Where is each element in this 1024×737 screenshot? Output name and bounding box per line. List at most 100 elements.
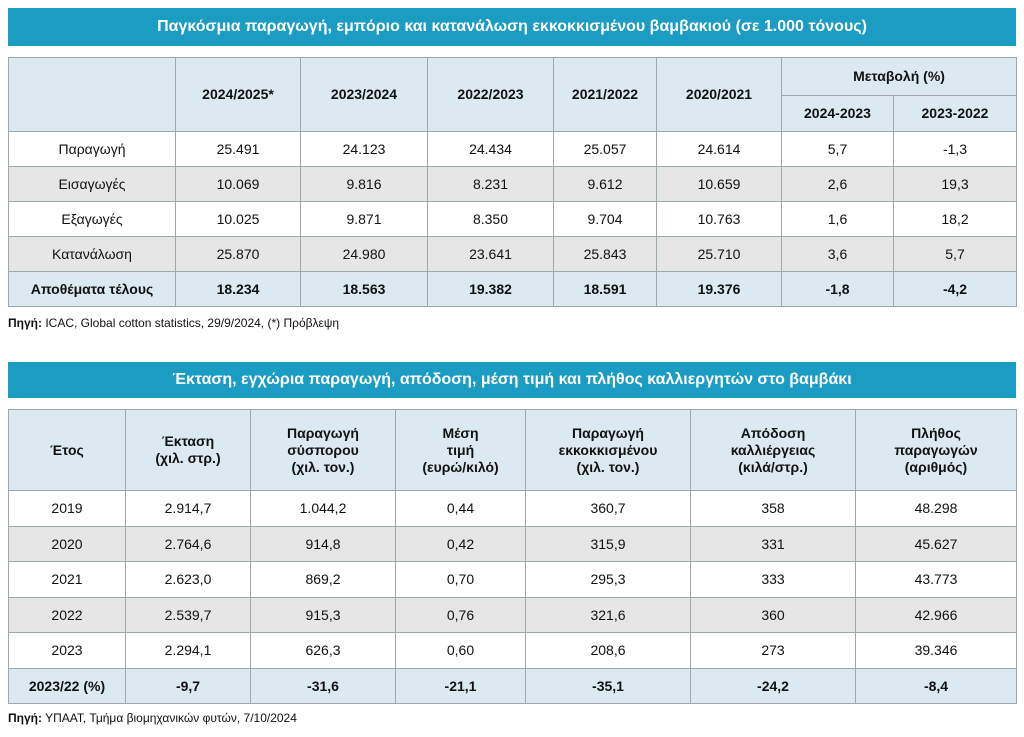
table-cell: -21,1: [395, 667, 526, 704]
table-row: Αποθέματα τέλους 18.234 18.563 19.382 18.591…: [8, 271, 1017, 307]
table-cell: 360,7: [525, 490, 691, 527]
table-cell: 2021: [8, 561, 126, 598]
table-cell: 18,2: [893, 201, 1017, 237]
table-cell: 626,3: [250, 632, 396, 669]
table-cell: 42.966: [855, 596, 1017, 633]
table-cell: 9.816: [300, 166, 428, 202]
table-row: 2020 2.764,6 914,8 0,42 315,9 331 45.627: [8, 525, 1017, 562]
table-cell: 333: [690, 561, 856, 598]
table-cell: 18.591: [553, 271, 657, 307]
header-row: 2024/2025* 2023/2024 2022/2023 2021/2022 202…: [8, 57, 1017, 132]
table-cell: -35,1: [525, 667, 691, 704]
table-cell: 360: [690, 596, 856, 633]
table: 2024/2025* 2023/2024 2022/2023 2021/2022 202…: [8, 57, 1017, 307]
table-cell: 10.763: [656, 201, 782, 237]
table-cell: 45.627: [855, 525, 1017, 562]
table-cell: 0,42: [395, 525, 526, 562]
table-cell: 2023/22 (%): [8, 667, 126, 704]
table-cell: -4,2: [893, 271, 1017, 307]
source-label: Πηγή:: [8, 316, 42, 330]
header-cell: 2022/2023: [427, 57, 554, 132]
table-cell: 2.539,7: [125, 596, 251, 633]
table-cell: 39.346: [855, 632, 1017, 669]
table-cell: 315,9: [525, 525, 691, 562]
table-cell: 1.044,2: [250, 490, 396, 527]
table-cell: Εισαγωγές: [8, 166, 176, 202]
table-cell: 869,2: [250, 561, 396, 598]
header-cell: Πλήθος παραγωγών (αριθμός): [855, 409, 1017, 491]
table-cell: 18.234: [175, 271, 301, 307]
table-title: Έκταση, εγχώρια παραγωγή, απόδοση, μέση …: [8, 362, 1016, 398]
table-cell: 10.659: [656, 166, 782, 202]
header-cell: 2023-2022: [893, 95, 1017, 132]
table-cell: 25.491: [175, 131, 301, 167]
table-row: Κατανάλωση 25.870 24.980 23.641 25.843 25.710…: [8, 236, 1017, 272]
table-cell: 2022: [8, 596, 126, 633]
table-row: 2023/22 (%) -9,7 -31,6 -21,1 -35,1 -24,2 -8,4: [8, 667, 1017, 704]
table-cell: 273: [690, 632, 856, 669]
table-cell: 2,6: [781, 166, 894, 202]
table-cell: 2.764,6: [125, 525, 251, 562]
table-cell: 208,6: [525, 632, 691, 669]
table-cell: -8,4: [855, 667, 1017, 704]
table-cell: 1,6: [781, 201, 894, 237]
table-cell: 23.641: [427, 236, 554, 272]
header-row: Έτος Έκταση (χιλ. στρ.) Παραγωγή σύσπορου …: [8, 409, 1017, 491]
header-cell: 2024/2025*: [175, 57, 301, 132]
header-cell: Παραγωγή σύσπορου (χιλ. τον.): [250, 409, 396, 491]
table-cell: 0,70: [395, 561, 526, 598]
source-text: ICAC, Global cotton statistics, 29/9/202…: [45, 316, 340, 330]
table-cell: 18.563: [300, 271, 428, 307]
table-cell: 19,3: [893, 166, 1017, 202]
table-cell: 25.870: [175, 236, 301, 272]
table-row: 2021 2.623,0 869,2 0,70 295,3 333 43.773: [8, 561, 1017, 598]
table-cell: 2.914,7: [125, 490, 251, 527]
table-cell: 321,6: [525, 596, 691, 633]
table-cell: 9.704: [553, 201, 657, 237]
table-cell: 0,44: [395, 490, 526, 527]
table-cell: 25.843: [553, 236, 657, 272]
table-cell: 5,7: [893, 236, 1017, 272]
source-label: Πηγή:: [8, 711, 42, 725]
table-cell: 0,60: [395, 632, 526, 669]
table-row: Εισαγωγές 10.069 9.816 8.231 9.612 10.659 2,6 1…: [8, 166, 1017, 202]
table-cell: 19.382: [427, 271, 554, 307]
table-cell: 5,7: [781, 131, 894, 167]
table-cell: 48.298: [855, 490, 1017, 527]
header-cell: Μεταβολή (%): [781, 57, 1017, 96]
header-row: 2024-2023 2023-2022: [9, 95, 1017, 132]
header-cell: Μέση τιμή (ευρώ/κιλό): [395, 409, 526, 491]
source: Πηγή: ICAC, Global cotton statistics, 29…: [8, 316, 339, 330]
table-cell: 25.057: [553, 131, 657, 167]
table-cell: 24.434: [427, 131, 554, 167]
table-cell: Αποθέματα τέλους: [8, 271, 176, 307]
table-cell: 24.123: [300, 131, 428, 167]
table-cell: Εξαγωγές: [8, 201, 176, 237]
table-cell: 19.376: [656, 271, 782, 307]
table-title: Παγκόσμια παραγωγή, εμπόριο και κατανάλω…: [8, 8, 1016, 46]
header-cell: Έτος: [8, 409, 126, 491]
table-cell: 24.980: [300, 236, 428, 272]
header-cell: [8, 57, 176, 132]
header-cell: 2023/2024: [300, 57, 428, 132]
table-cell: 25.710: [656, 236, 782, 272]
header-cell: Παραγωγή εκκοκκισμένου (χιλ. τον.): [525, 409, 691, 491]
table-cell: Παραγωγή: [8, 131, 176, 167]
table-cell: 9.612: [553, 166, 657, 202]
table-cell: 295,3: [525, 561, 691, 598]
table-row: 2022 2.539,7 915,3 0,76 321,6 360 42.966: [8, 596, 1017, 633]
table-cell: 8.231: [427, 166, 554, 202]
table-cell: 2019: [8, 490, 126, 527]
table-row: 2023 2.294,1 626,3 0,60 208,6 273 39.346: [8, 632, 1017, 669]
table-cell: 43.773: [855, 561, 1017, 598]
table-row: Εξαγωγές 10.025 9.871 8.350 9.704 10.763 1,6 18…: [8, 201, 1017, 237]
table-cell: -31,6: [250, 667, 396, 704]
header-cell: 2024-2023: [781, 95, 894, 132]
table-cell: -1,3: [893, 131, 1017, 167]
table-cell: 2020: [8, 525, 126, 562]
table-cell: 9.871: [300, 201, 428, 237]
table-cell: -24,2: [690, 667, 856, 704]
table-cell: -9,7: [125, 667, 251, 704]
table-cell: -1,8: [781, 271, 894, 307]
